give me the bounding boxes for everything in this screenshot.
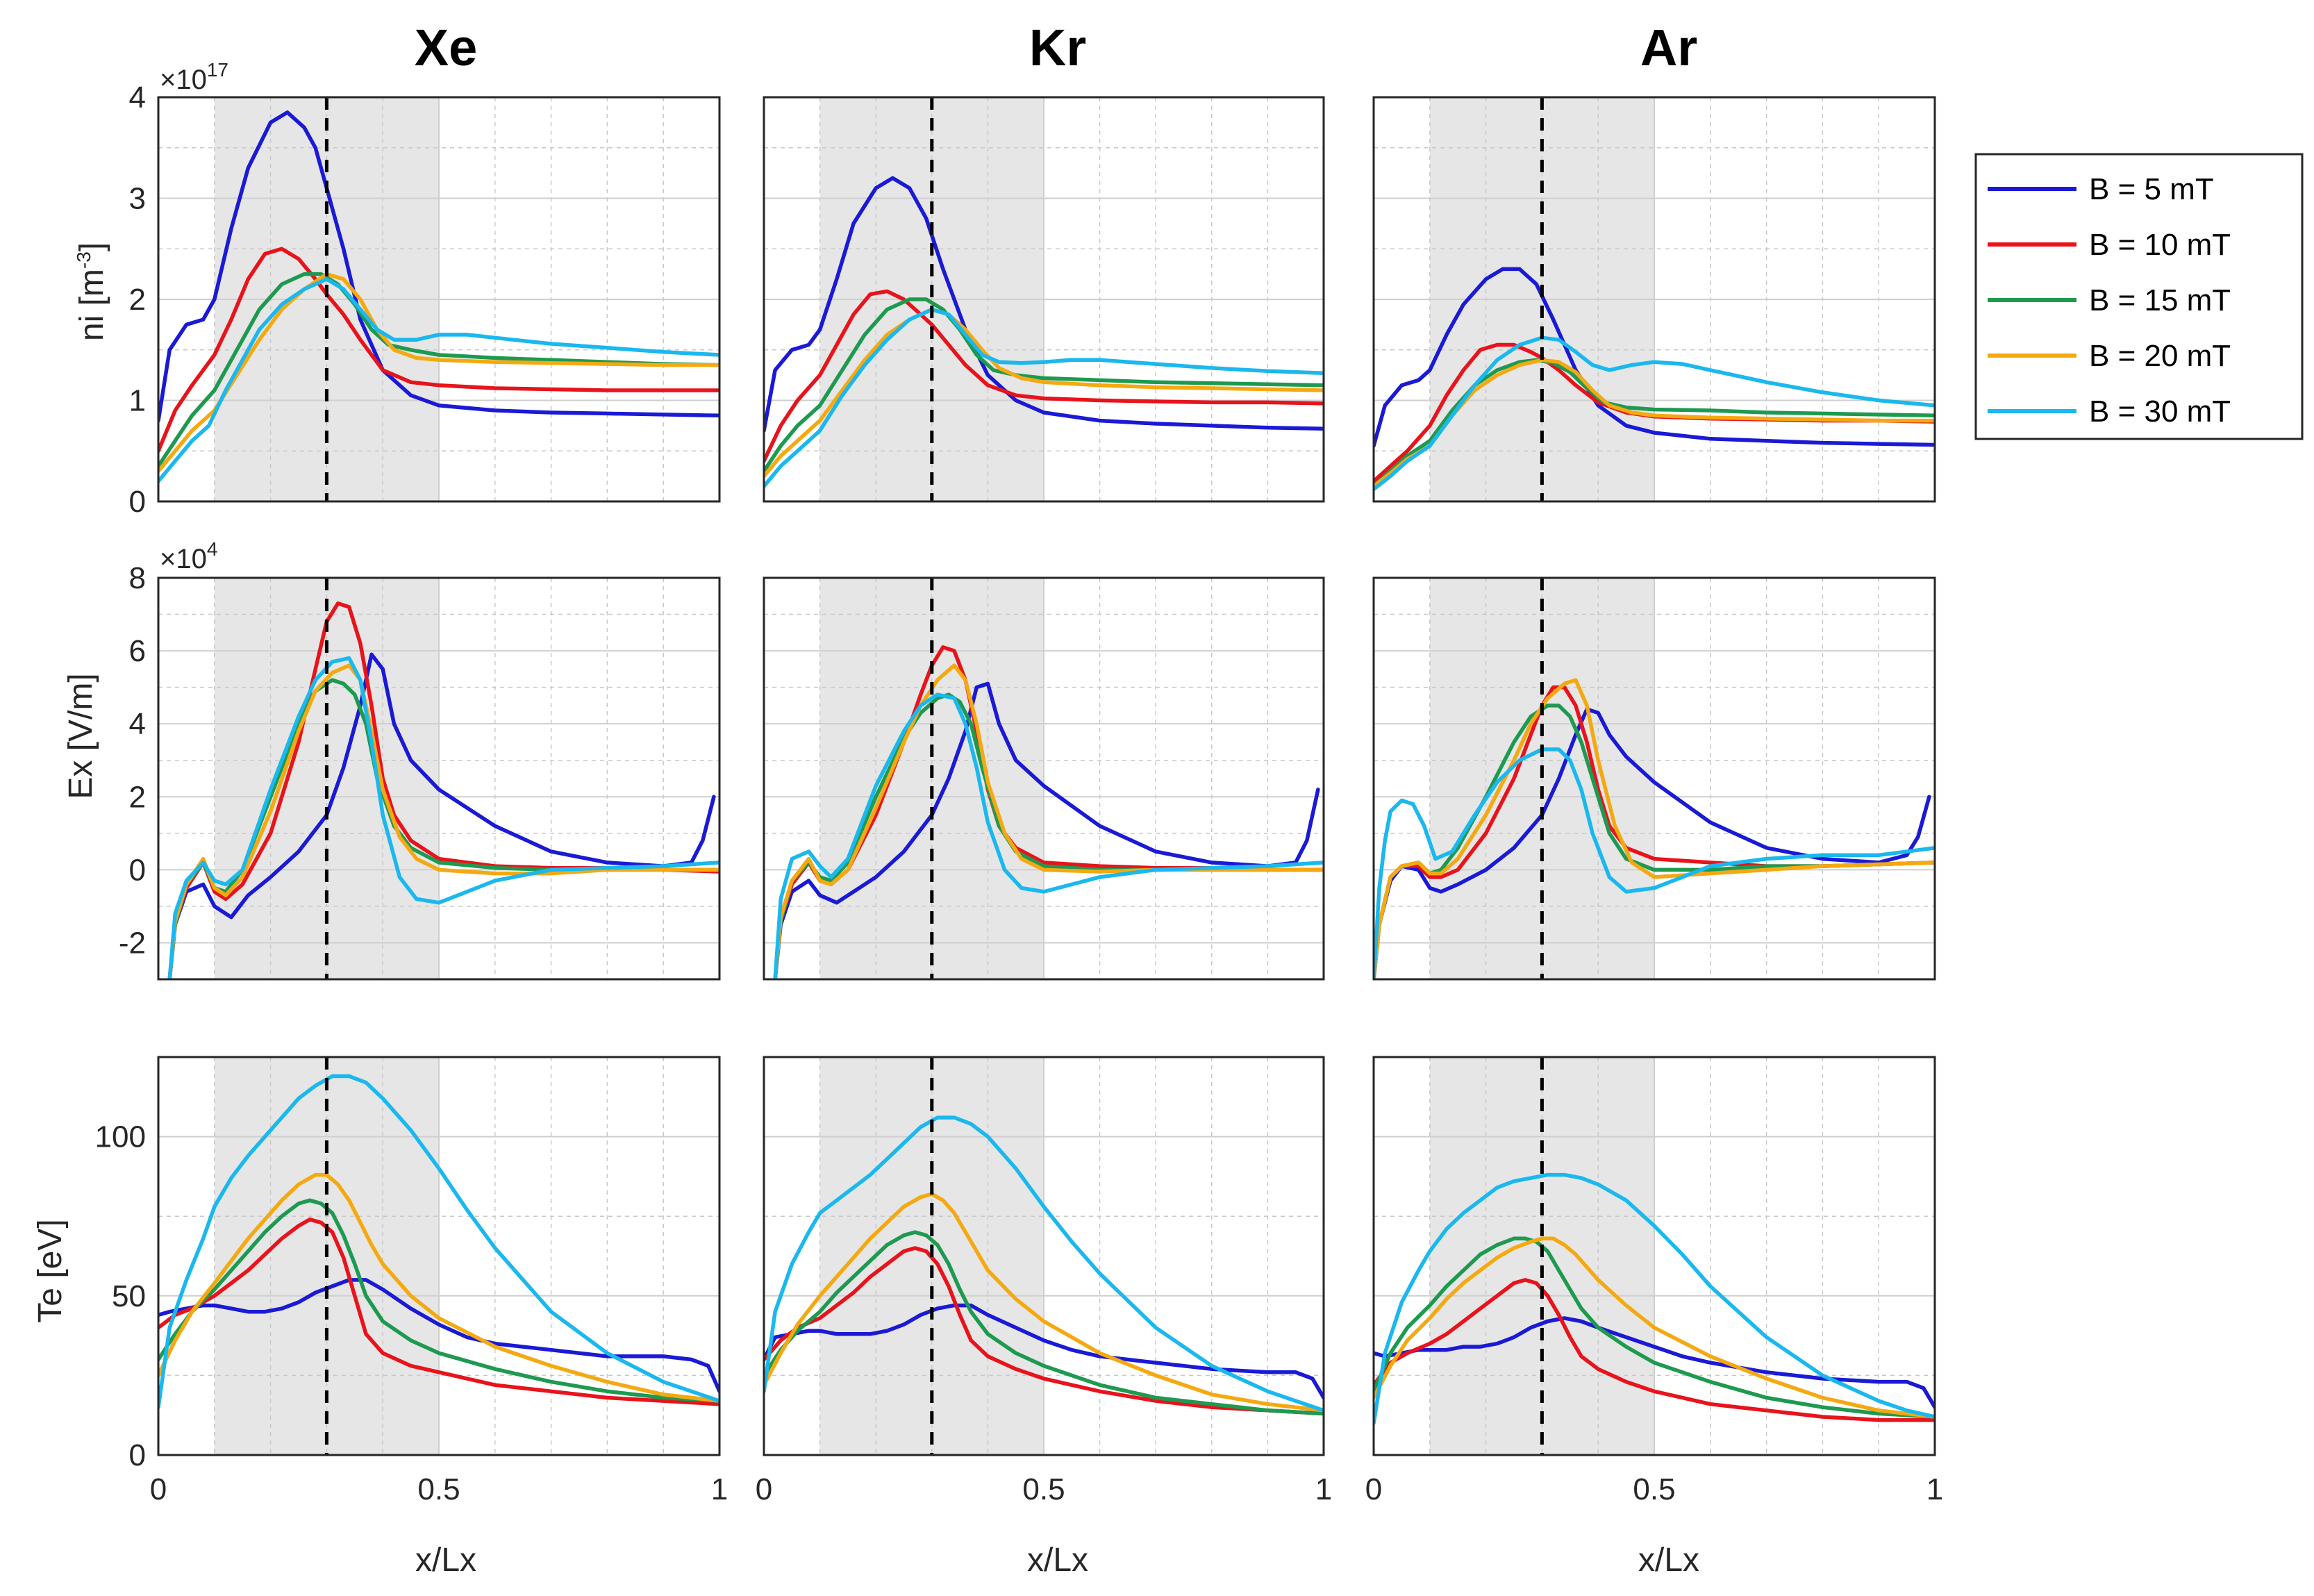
series-line-30mt [764, 1115, 1324, 1413]
series-line-20mt [1374, 1236, 1935, 1419]
series-line-15mt [1374, 1236, 1935, 1419]
panel-ex-xe: -2 0 2 4 6 8 [119, 561, 721, 981]
ylabel-ni: ni [m-3] [73, 242, 110, 341]
y-tick-label: 2 [129, 283, 146, 317]
column-title-xe: Xe [415, 19, 478, 76]
panel-ni-xe: 0 1 2 3 4 [129, 81, 721, 519]
y-tick-label: 6 [129, 634, 146, 668]
series-line-30mt [764, 307, 1324, 488]
x-tick-label: 1 [1926, 1472, 1943, 1506]
series-line-5mt [1374, 707, 1931, 979]
panel-ni-kr [763, 96, 1325, 503]
panel-ex-kr-axes-box [763, 576, 1325, 981]
series-line-5mt [1374, 267, 1935, 448]
panel-ex-ar-axes-box [1372, 576, 1936, 981]
x-tick-label: 0 [756, 1472, 772, 1506]
y-tick-label: 50 [112, 1279, 146, 1313]
y-tick-label: 4 [129, 707, 146, 741]
legend-label-5mt: B = 5 mT [2089, 172, 2214, 206]
column-title-kr: Kr [1029, 19, 1086, 76]
x-tick-label: 1 [1315, 1472, 1332, 1506]
panel-te-ar: 0 0.5 1 [1365, 1056, 1943, 1506]
y-tick-label: -2 [119, 926, 146, 960]
xlabel-kr: x/Lx [1027, 1542, 1088, 1579]
panel-ni-ar [1372, 96, 1936, 503]
panel-te-xe-axes-box [157, 1056, 721, 1456]
panel-te-ar-axes-box [1372, 1056, 1936, 1456]
panel-ni-kr-axes-box [763, 96, 1325, 503]
y-tick-label: 0 [129, 1438, 146, 1472]
x-tick-label: 0 [1365, 1472, 1382, 1506]
legend-label-20mt: B = 20 mT [2089, 339, 2231, 373]
panel-te-kr: 0 0.5 1 [756, 1056, 1332, 1506]
panel-ex-xe-axes-box [157, 576, 721, 981]
series-line-30mt [158, 1074, 719, 1409]
y-tick-label: 100 [95, 1120, 146, 1154]
exponent-ni: ×1017 [160, 59, 228, 95]
series-line-15mt [158, 1198, 719, 1403]
panel-ex-kr [763, 576, 1325, 981]
series-line-30mt [1374, 335, 1935, 492]
series-line-20mt [167, 663, 719, 979]
ylabel-ex: Ex [V/m] [63, 673, 99, 799]
panel-te-xe: 0 50 100 0 0.5 1 [95, 1056, 728, 1506]
x-tick-label: 0 [150, 1472, 167, 1506]
series-line-30mt [1374, 747, 1935, 979]
series-line-15mt [1374, 358, 1935, 488]
y-tick-label: 2 [129, 780, 146, 814]
xlabel-ar: x/Lx [1638, 1542, 1699, 1579]
series-line-20mt [773, 663, 1324, 979]
panel-ni-ar-axes-box [1372, 96, 1936, 503]
y-tick-label: 3 [129, 182, 146, 216]
y-tick-label: 4 [129, 81, 146, 115]
series-line-10mt [764, 1246, 1324, 1416]
exponent-ex: ×104 [160, 538, 217, 574]
series-line-5mt [764, 176, 1324, 433]
series-line-10mt [1374, 685, 1935, 979]
legend: B = 5 mT B = 10 mT B = 15 mT B = 20 mT B… [1974, 153, 2304, 440]
series-line-30mt [158, 277, 719, 483]
series-line-15mt [764, 1230, 1324, 1416]
xlabel-xe: x/Lx [415, 1542, 476, 1579]
series-line-5mt [1374, 1316, 1935, 1409]
series-line-10mt [764, 289, 1324, 463]
legend-label-30mt: B = 30 mT [2089, 394, 2231, 429]
column-title-ar: Ar [1640, 19, 1697, 76]
legend-label-15mt: B = 15 mT [2089, 283, 2231, 317]
x-tick-label: 0.5 [1022, 1472, 1065, 1506]
legend-label-10mt: B = 10 mT [2089, 228, 2231, 262]
series-line-10mt [1374, 1278, 1935, 1422]
series-line-20mt [764, 1192, 1324, 1413]
series-line-30mt [1374, 1172, 1935, 1425]
x-tick-label: 0.5 [1633, 1472, 1675, 1506]
panel-ni-xe-axes-box [157, 96, 721, 503]
y-tick-label: 8 [129, 561, 146, 595]
legend-box [1974, 153, 2304, 440]
panel-ex-ar [1372, 576, 1936, 981]
series-line-30mt [167, 656, 719, 979]
series-line-10mt [158, 1217, 719, 1406]
series-line-20mt [1374, 678, 1935, 979]
y-tick-label: 0 [129, 853, 146, 887]
series-line-20mt [158, 1172, 719, 1403]
y-tick-label: 1 [129, 384, 146, 418]
panel-te-kr-axes-box [763, 1056, 1325, 1456]
series-line-30mt [773, 692, 1324, 979]
ylabel-te: Te [eV] [32, 1219, 69, 1322]
x-tick-label: 1 [711, 1472, 728, 1506]
x-tick-label: 0.5 [417, 1472, 460, 1506]
series-line-5mt [158, 110, 719, 423]
y-tick-label: 0 [129, 485, 146, 519]
